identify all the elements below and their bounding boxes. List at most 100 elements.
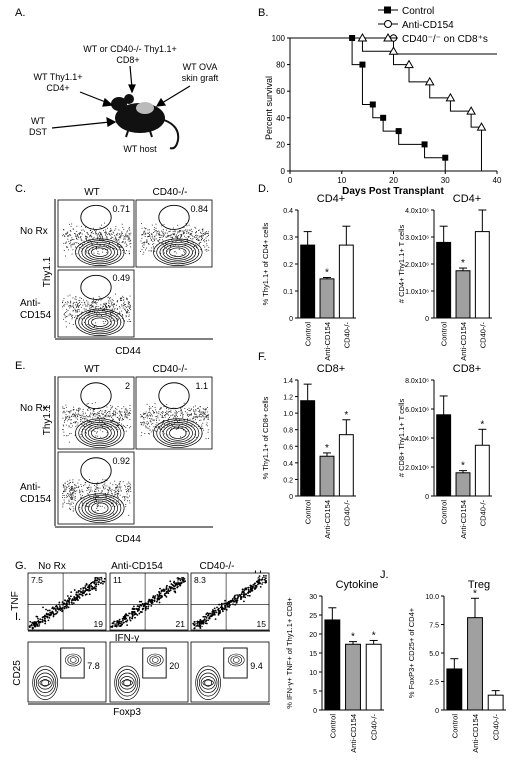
flow-event xyxy=(96,237,98,239)
flow-contour xyxy=(159,242,197,263)
flow-event xyxy=(186,238,188,240)
flow-event xyxy=(127,239,129,241)
flow-event xyxy=(124,242,126,244)
flow-event xyxy=(69,433,71,435)
flow-event xyxy=(141,234,143,236)
flow-contour xyxy=(81,422,119,445)
scatter-event xyxy=(242,590,245,593)
flow-event xyxy=(88,303,90,305)
scatter-event xyxy=(177,578,180,580)
flow-event xyxy=(69,234,71,236)
scatter-event xyxy=(241,588,244,591)
scatter-event xyxy=(158,595,161,597)
flow-event xyxy=(85,412,86,414)
flow-event xyxy=(206,422,208,424)
flow-event xyxy=(70,246,72,248)
flow-event xyxy=(122,307,124,309)
flow-event xyxy=(174,416,176,418)
flow-event xyxy=(118,239,120,241)
flow-event xyxy=(114,412,116,414)
flow-event xyxy=(110,303,112,305)
flow-event xyxy=(145,247,147,249)
scatter-event xyxy=(134,612,137,615)
flow-event xyxy=(107,238,109,240)
flow-event xyxy=(108,501,110,503)
significance-star: * xyxy=(480,419,484,430)
scatter-event xyxy=(154,596,156,599)
scatter-event xyxy=(111,622,114,625)
scatter-event xyxy=(256,580,259,583)
flow-event xyxy=(170,234,172,236)
scatter-event xyxy=(59,605,61,608)
scatter-event xyxy=(38,621,40,624)
bar-control xyxy=(324,619,341,711)
flow-event xyxy=(118,238,120,240)
flow-event xyxy=(81,248,83,250)
flow-event xyxy=(129,229,131,231)
flow-event xyxy=(100,436,102,438)
flow-event xyxy=(127,312,129,314)
bar-x-tick-label: CD40-/- xyxy=(492,714,501,741)
flow-event xyxy=(207,233,209,235)
flow-event xyxy=(163,244,165,246)
flow-event xyxy=(119,420,120,422)
flow-event xyxy=(95,322,96,324)
treg-contour xyxy=(230,655,243,665)
flow-event xyxy=(195,413,196,415)
flow-event xyxy=(164,416,166,418)
scatter-event xyxy=(142,605,145,607)
flow-e-col-cd40: CD40-/- xyxy=(152,364,187,375)
flow-event xyxy=(126,231,128,233)
treg-contour xyxy=(151,657,159,663)
flow-event xyxy=(97,481,99,483)
bar-y-tick-label: 25 xyxy=(309,613,317,620)
flow-event xyxy=(79,247,81,248)
flow-contour xyxy=(78,420,122,447)
flow-event xyxy=(81,489,83,491)
flow-event xyxy=(160,407,162,409)
flow-event xyxy=(77,309,79,310)
flow-event xyxy=(195,409,197,411)
flow-event xyxy=(92,415,94,417)
flow-event xyxy=(96,431,98,433)
scatter-event xyxy=(68,600,70,603)
scatter-event xyxy=(76,597,79,600)
flow-event xyxy=(194,416,196,418)
flow-event xyxy=(70,494,72,496)
flow-event xyxy=(207,414,209,416)
flow-event xyxy=(160,230,162,232)
flow-event xyxy=(127,235,129,236)
flow-event xyxy=(202,233,204,235)
flow-event xyxy=(195,419,197,421)
flow-event xyxy=(71,486,72,487)
flow-event xyxy=(83,308,85,310)
flow-event xyxy=(65,419,67,421)
flow-event xyxy=(88,416,90,418)
flow-event xyxy=(181,427,183,429)
flow-event xyxy=(92,422,94,424)
flow-event xyxy=(198,242,200,244)
flow-event xyxy=(177,420,178,422)
flow-event xyxy=(105,496,107,498)
flow-event xyxy=(165,412,166,413)
flow-event xyxy=(198,407,200,409)
flow-event xyxy=(181,235,182,237)
flow-event xyxy=(201,412,203,414)
scatter-event xyxy=(94,583,97,586)
flow-event xyxy=(72,479,74,481)
scatter-event xyxy=(121,623,124,626)
flow-event xyxy=(115,486,117,488)
flow-event xyxy=(76,302,78,303)
flow-event xyxy=(126,299,128,301)
bar-y-tick-label: 5 xyxy=(313,689,317,696)
flow-event xyxy=(110,324,112,326)
flow-event xyxy=(192,238,194,239)
flow-c-row-anti: Anti- xyxy=(20,298,41,309)
flow-event xyxy=(89,239,91,241)
flow-event xyxy=(72,414,73,416)
flow-event xyxy=(110,236,112,238)
flow-event xyxy=(96,432,98,434)
flow-event xyxy=(102,479,104,481)
flow-event xyxy=(81,501,83,503)
flow-event xyxy=(188,236,190,238)
